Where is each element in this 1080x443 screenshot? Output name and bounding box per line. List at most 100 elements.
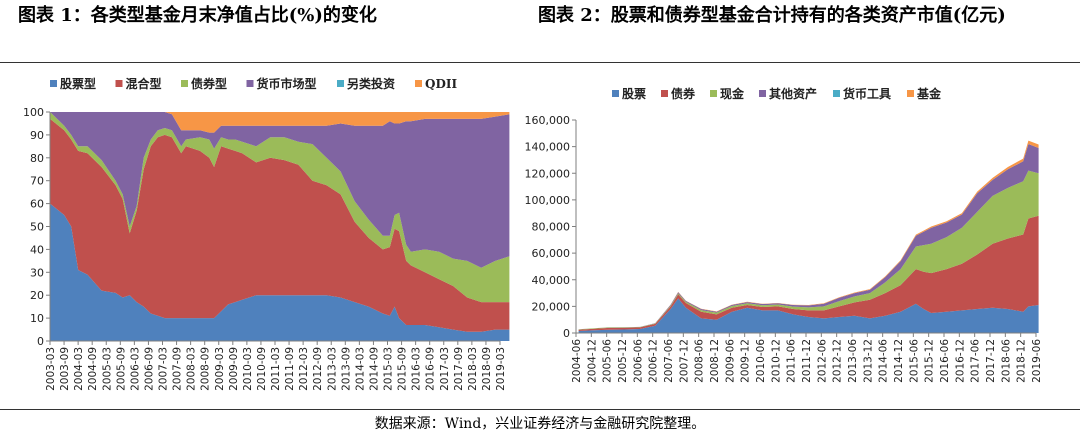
- chart2-x-tick-label-25: 2016-12: [954, 339, 966, 383]
- chart2-legend-label-3: 其他资产: [769, 86, 817, 101]
- chart1-x-tick-label-2: 2004-03: [73, 347, 85, 391]
- chart1-x-tick-label-13: 2009-09: [228, 347, 240, 391]
- chart2-x-tick-label-3: 2005-12: [617, 339, 629, 383]
- chart2-legend-label-4: 货币工具: [843, 86, 891, 101]
- chart1-y-tick-label-0: 0: [37, 335, 44, 348]
- chart1-x-tick-label-14: 2010-03: [242, 347, 254, 391]
- chart1-y-tick-label-1: 10: [30, 312, 44, 325]
- chart2-x-tick-label-5: 2006-12: [648, 339, 660, 383]
- chart1-series-area-0: [50, 203, 510, 341]
- chart1-legend-label-1: 混合型: [126, 76, 162, 91]
- chart1-x-tick-label-23: 2014-09: [368, 347, 380, 391]
- chart1-x-tick-label-7: 2006-09: [143, 347, 155, 391]
- chart2-x-tick-label-11: 2009-12: [740, 339, 752, 383]
- chart1-x-tick-label-16: 2011-03: [270, 347, 282, 391]
- chart2-x-tick-label-29: 2018-12: [1016, 339, 1028, 383]
- chart2-legend-label-0: 股票: [622, 86, 646, 101]
- chart1-x-tick-label-1: 2003-09: [59, 347, 71, 391]
- chart1-x-tick-label-27: 2016-09: [425, 347, 437, 391]
- chart1-x-tick-label-15: 2010-09: [256, 347, 268, 391]
- chart1-x-tick-label-30: 2018-03: [467, 347, 479, 391]
- chart2-x-tick-label-6: 2007-06: [663, 339, 675, 383]
- chart2-legend-swatch-2: [710, 90, 717, 97]
- chart2-y-tick-label-6: 120,000: [525, 167, 571, 180]
- chart2-series-area-0: [578, 298, 1039, 333]
- chart2-x-tick-label-30: 2019-06: [1031, 339, 1043, 383]
- chart1-x-tick-label-8: 2007-03: [158, 347, 170, 391]
- chart2-x-tick-label-17: 2012-12: [832, 339, 844, 383]
- chart2-legend-swatch-1: [661, 90, 668, 97]
- chart1-x-tick-label-18: 2012-03: [298, 347, 310, 391]
- chart2-x-tick-label-4: 2006-06: [632, 339, 644, 383]
- chart2-x-tick-label-14: 2011-06: [786, 339, 798, 383]
- chart2-legend-swatch-3: [759, 90, 766, 97]
- chart1-x-tick-label-19: 2012-09: [312, 347, 324, 391]
- chart2-y-tick-label-4: 80,000: [532, 221, 571, 234]
- bottom-divider: [0, 409, 1080, 410]
- chart2-y-tick-label-3: 60,000: [532, 247, 571, 260]
- chart1-legend-swatch-1: [115, 80, 123, 87]
- chart2-legend-label-1: 债券: [671, 86, 696, 101]
- chart1-legend-label-3: 货币市场型: [257, 76, 317, 91]
- chart2-x-tick-label-18: 2013-06: [847, 339, 859, 383]
- chart2-title: 图表 2：股票和债券型基金合计持有的各类资产市值(亿元): [538, 5, 1006, 26]
- chart2-x-tick-label-10: 2009-06: [724, 339, 736, 383]
- chart2-x-tick-label-9: 2008-12: [709, 339, 721, 383]
- chart1-series-area-2: [50, 112, 510, 303]
- chart1-x-tick-label-20: 2013-03: [326, 347, 338, 391]
- chart2-x-tick-label-16: 2012-06: [816, 339, 828, 383]
- chart2-y-tick-label-2: 40,000: [532, 274, 571, 287]
- chart2-legend-label-5: 基金: [916, 86, 942, 101]
- chart2-x-tick-label-24: 2016-06: [939, 339, 951, 383]
- chart1-x-tick-label-3: 2004-09: [87, 347, 99, 391]
- chart2-legend-label-2: 现金: [720, 86, 745, 101]
- chart2-y-tick-label-5: 100,000: [525, 194, 571, 207]
- chart1-series-area-3: [50, 112, 510, 268]
- chart1-legend-label-4: 另类投资: [347, 76, 395, 91]
- chart1-x-tick-label-9: 2007-09: [172, 347, 184, 391]
- chart1-legend-label-2: 债券型: [191, 76, 227, 91]
- chart1-x-tick-label-6: 2006-03: [129, 347, 141, 391]
- chart1-x-tick-label-4: 2005-03: [101, 347, 113, 391]
- chart2-y-tick-label-7: 140,000: [525, 141, 571, 154]
- chart1-series-area-5: [50, 112, 510, 133]
- chart1-y-tick-label-5: 50: [30, 221, 44, 234]
- chart2-x-tick-label-7: 2007-12: [678, 339, 690, 383]
- chart1-x-tick-label-22: 2014-03: [354, 347, 366, 391]
- chart2-x-tick-label-19: 2013-12: [862, 339, 874, 383]
- chart2-x-tick-label-0: 2004-06: [571, 339, 583, 383]
- chart1-x-tick-label-21: 2013-09: [340, 347, 352, 391]
- chart1-x-tick-label-5: 2005-09: [115, 347, 127, 391]
- chart1-x-tick-label-25: 2015-09: [397, 347, 409, 391]
- chart2-legend-swatch-5: [907, 90, 914, 97]
- chart1-legend-swatch-2: [181, 80, 188, 87]
- chart2-asset-value-area-chart: 股票 债券 现金 其他资产 货币工具 基金 0 20,000 40,000 60,000 80,00…: [525, 86, 1044, 383]
- chart1-x-tick-label-11: 2008-09: [200, 347, 212, 391]
- chart2-series-area-3: [578, 144, 1039, 330]
- chart1-legend-swatch-0: [50, 80, 57, 87]
- top-divider: [0, 62, 1080, 63]
- source-note: 数据来源：Wind，兴业证券经济与金融研究院整理。: [374, 416, 706, 432]
- chart1-legend-label-0: 股票型: [60, 76, 96, 91]
- chart2-series-area-2: [578, 170, 1039, 330]
- chart1-x-tick-label-31: 2018-09: [481, 347, 493, 391]
- chart2-x-tick-label-2: 2005-06: [602, 339, 614, 383]
- chart1-x-tick-label-28: 2017-03: [439, 347, 451, 391]
- chart1-x-tick-label-26: 2016-03: [411, 347, 423, 391]
- chart2-x-tick-label-15: 2011-12: [801, 339, 813, 383]
- chart1-y-tick-label-6: 60: [30, 198, 44, 211]
- chart2-x-tick-label-8: 2008-06: [694, 339, 706, 383]
- chart1-x-tick-label-10: 2008-03: [186, 347, 198, 391]
- chart2-legend-swatch-0: [612, 90, 619, 97]
- chart2-legend-swatch-4: [833, 90, 840, 97]
- chart1-x-tick-label-32: 2019-03: [495, 347, 507, 391]
- chart1-x-tick-label-17: 2011-09: [284, 347, 296, 391]
- chart2-x-tick-label-22: 2015-06: [908, 339, 920, 383]
- chart1-y-tick-label-3: 30: [30, 266, 44, 279]
- chart2-x-tick-label-21: 2014-12: [893, 339, 905, 383]
- chart1-series-area-1: [50, 118, 510, 332]
- chart2-x-tick-label-1: 2004-12: [586, 339, 598, 383]
- chart2-x-tick-label-20: 2014-06: [878, 339, 890, 383]
- chart2-x-tick-label-28: 2018-06: [1000, 339, 1012, 383]
- chart1-y-tick-label-10: 100: [23, 106, 44, 119]
